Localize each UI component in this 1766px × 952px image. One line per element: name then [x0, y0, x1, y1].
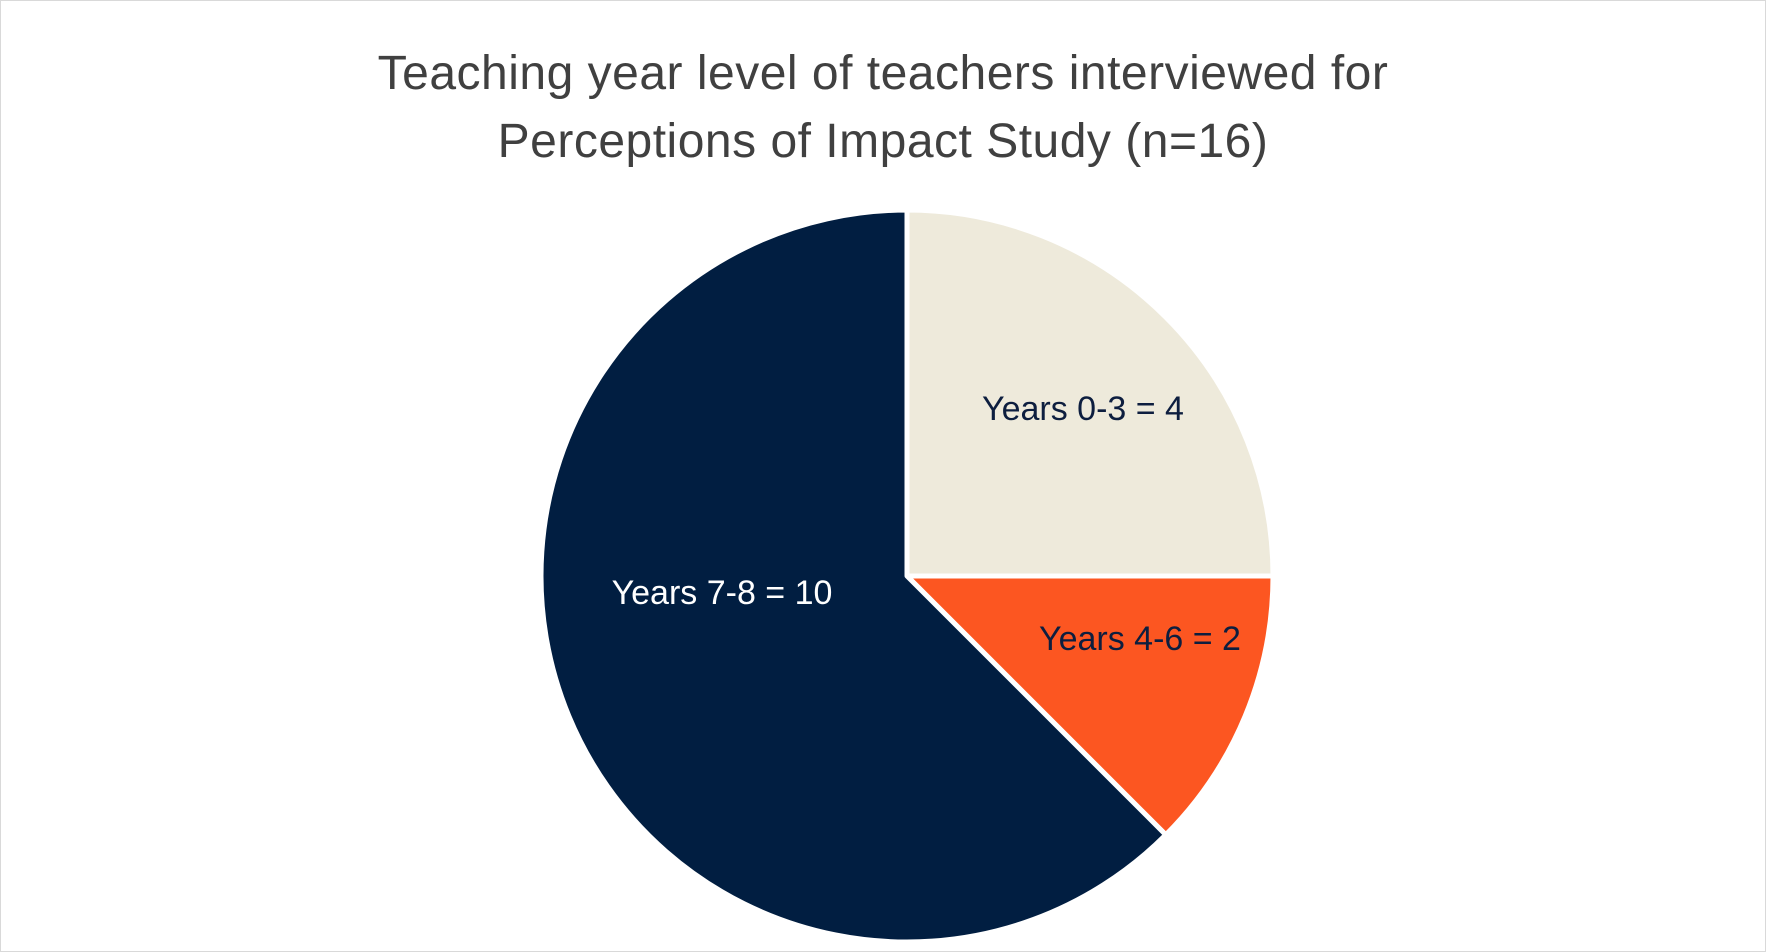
data-label-years-0-3: Years 0-3 = 4: [982, 390, 1184, 428]
chart-title-line-1: Teaching year level of teachers intervie…: [377, 47, 1389, 100]
chart-title-line-2: Perceptions of Impact Study (n=16): [497, 115, 1269, 168]
pie-slice-years-4-6: [904, 573, 1276, 838]
data-label-years-4-6: Years 4-6 = 2: [1039, 620, 1241, 658]
pie-slice-years-0-3: [904, 207, 1276, 579]
pie-slice-years-7-8: [538, 207, 1169, 945]
data-label-years-7-8: Years 7-8 = 10: [612, 574, 833, 612]
